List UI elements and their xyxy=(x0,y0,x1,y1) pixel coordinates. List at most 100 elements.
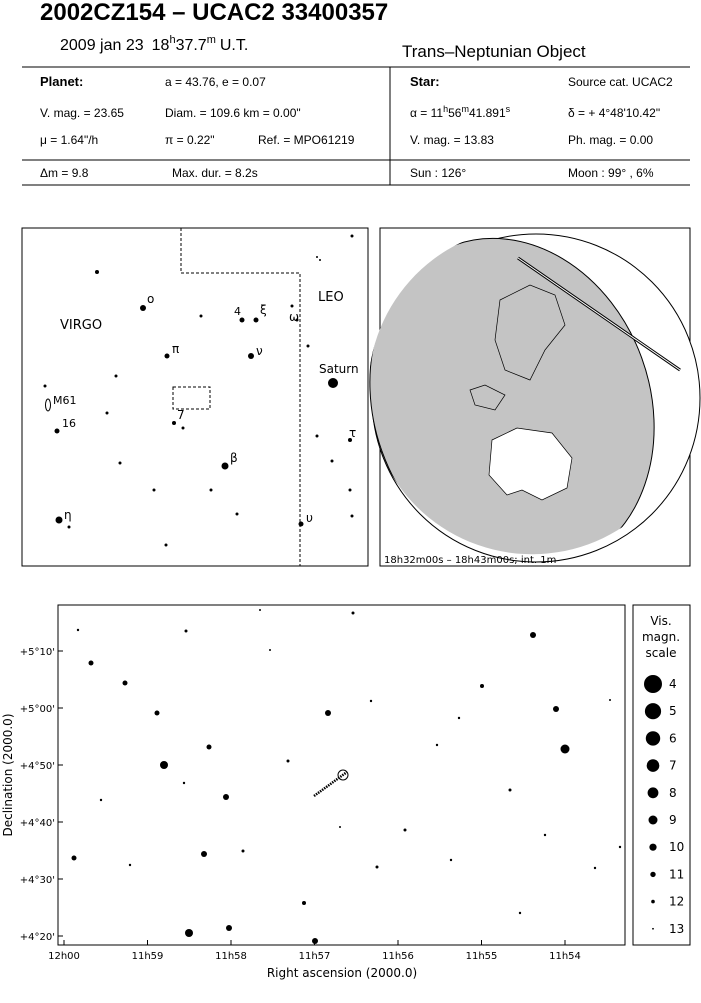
scale-label: 13 xyxy=(669,922,684,936)
vmag: V. mag. = 23.65 xyxy=(40,106,124,120)
finder-label: LEO xyxy=(318,290,344,305)
globe xyxy=(369,227,701,573)
shadow-path-center xyxy=(517,257,681,371)
stars xyxy=(43,234,354,547)
scale-dot xyxy=(646,759,660,772)
asteroid-track xyxy=(313,770,348,798)
star-label: Star: xyxy=(410,74,440,89)
x-axis-title: Right ascension (2000.0) xyxy=(267,966,417,980)
ra: α = 11h56m41.891s xyxy=(410,104,511,120)
australia xyxy=(488,427,573,501)
dmag: Δm = 9.8 xyxy=(40,166,89,180)
ra-min: 56 xyxy=(448,106,462,120)
scale-label: 6 xyxy=(669,731,677,745)
finder-label: M61 xyxy=(53,394,77,407)
scale-dot xyxy=(648,815,658,825)
time-m-unit: m xyxy=(207,34,216,46)
finder-label: VIRGO xyxy=(60,318,102,333)
star-chart xyxy=(57,604,691,946)
moon: Moon : 99° , 6% xyxy=(568,166,654,180)
coastlines xyxy=(469,284,566,411)
y-tick-label: +4°50' xyxy=(20,761,55,772)
finder-label: η xyxy=(64,508,72,522)
x-tick-label: 11h57 xyxy=(299,951,331,962)
x-tick-label: 11h54 xyxy=(549,951,581,962)
finder-label: 7 xyxy=(177,408,185,422)
finder-label: 16 xyxy=(62,417,76,430)
planet-label: Planet: xyxy=(40,74,83,89)
scale-label: 4 xyxy=(669,677,677,691)
scale-title: scale xyxy=(646,646,677,660)
y-tick-label: +4°20' xyxy=(20,932,55,943)
y-axis-title: Declination (2000.0) xyxy=(1,714,15,837)
y-tick-label: +4°30' xyxy=(20,875,55,886)
galaxy xyxy=(45,398,51,412)
field-stars xyxy=(71,609,622,944)
finder-chart xyxy=(21,227,369,567)
diam: Diam. = 109.6 km = 0.00" xyxy=(165,106,301,120)
scale-dot xyxy=(644,675,662,693)
x-tick-label: 12h00 xyxy=(48,951,80,962)
scale-dot xyxy=(645,731,661,746)
finder-label: 4 xyxy=(234,305,241,318)
scale-label: 12 xyxy=(669,895,684,909)
date: 2009 jan 23 xyxy=(60,37,144,54)
finder-label: ω xyxy=(289,310,299,324)
finder-label: β xyxy=(230,451,238,465)
field-box xyxy=(172,386,211,410)
x-tick-label: 11h55 xyxy=(466,951,498,962)
ra-prefix: α = 11 xyxy=(410,106,443,120)
ref: Ref. = MPO61219 xyxy=(258,133,355,147)
scale-dot xyxy=(652,927,654,930)
time-h-unit: h xyxy=(169,34,175,46)
scale-dot xyxy=(649,843,657,851)
scale-label: 8 xyxy=(669,786,677,800)
night-side xyxy=(369,237,655,573)
finder-label: τ xyxy=(349,426,356,440)
maxdur: Max. dur. = 8.2s xyxy=(172,166,258,180)
frame xyxy=(21,227,369,567)
ra-h: h xyxy=(443,104,448,114)
scale-label: 9 xyxy=(669,813,677,827)
sun: Sun : 126° xyxy=(410,166,466,180)
ra-m: m xyxy=(461,104,469,114)
finder-label: ξ xyxy=(260,303,267,317)
target-star xyxy=(337,769,349,781)
finder-label: ν xyxy=(256,344,263,358)
ra-sec: 41.891 xyxy=(469,106,506,120)
phmag: Ph. mag. = 0.00 xyxy=(568,133,653,147)
globe-caption: 18h32m00s – 18h43m00s; int. 1m xyxy=(384,555,556,566)
title: 2002CZ154 – UCAC2 33400357 xyxy=(40,0,388,26)
scale-label: 10 xyxy=(669,840,684,854)
constellation-boundary xyxy=(180,228,301,566)
motion: μ = 1.64"/h xyxy=(40,133,98,147)
finder-label: υ xyxy=(306,511,313,525)
x-tick-label: 11h59 xyxy=(132,951,164,962)
scale-label: 7 xyxy=(669,759,677,773)
source: Source cat. UCAC2 xyxy=(568,75,673,89)
event-time: 2009 jan 23 18h37.7m U.T. xyxy=(60,34,248,54)
ra-s: s xyxy=(506,104,511,114)
time-suffix: U.T. xyxy=(220,37,248,54)
dec: δ = + 4°48'10.42" xyxy=(568,106,660,120)
parallax: π = 0.22" xyxy=(165,133,215,147)
y-tick-label: +5°10' xyxy=(20,647,55,658)
scale-label: 5 xyxy=(669,704,677,718)
object-type: Trans–Neptunian Object xyxy=(402,42,586,61)
scale-dot xyxy=(650,871,656,878)
time-h: 18 xyxy=(152,37,170,54)
scale-label: 11 xyxy=(669,867,684,881)
scale-frame xyxy=(632,604,691,946)
finder-label: π xyxy=(172,342,179,356)
y-tick-label: +4°40' xyxy=(20,818,55,829)
scale-title: magn. xyxy=(642,630,680,644)
scale-dot xyxy=(644,703,662,720)
finder-label: Saturn xyxy=(319,362,359,376)
y-tick-label: +5°00' xyxy=(20,704,55,715)
x-tick-label: 11h58 xyxy=(215,951,247,962)
star-vmag: V. mag. = 13.83 xyxy=(410,133,494,147)
finder-label: o xyxy=(147,292,154,306)
scale-dot xyxy=(651,899,655,904)
orbit: a = 43.76, e = 0.07 xyxy=(165,75,266,89)
